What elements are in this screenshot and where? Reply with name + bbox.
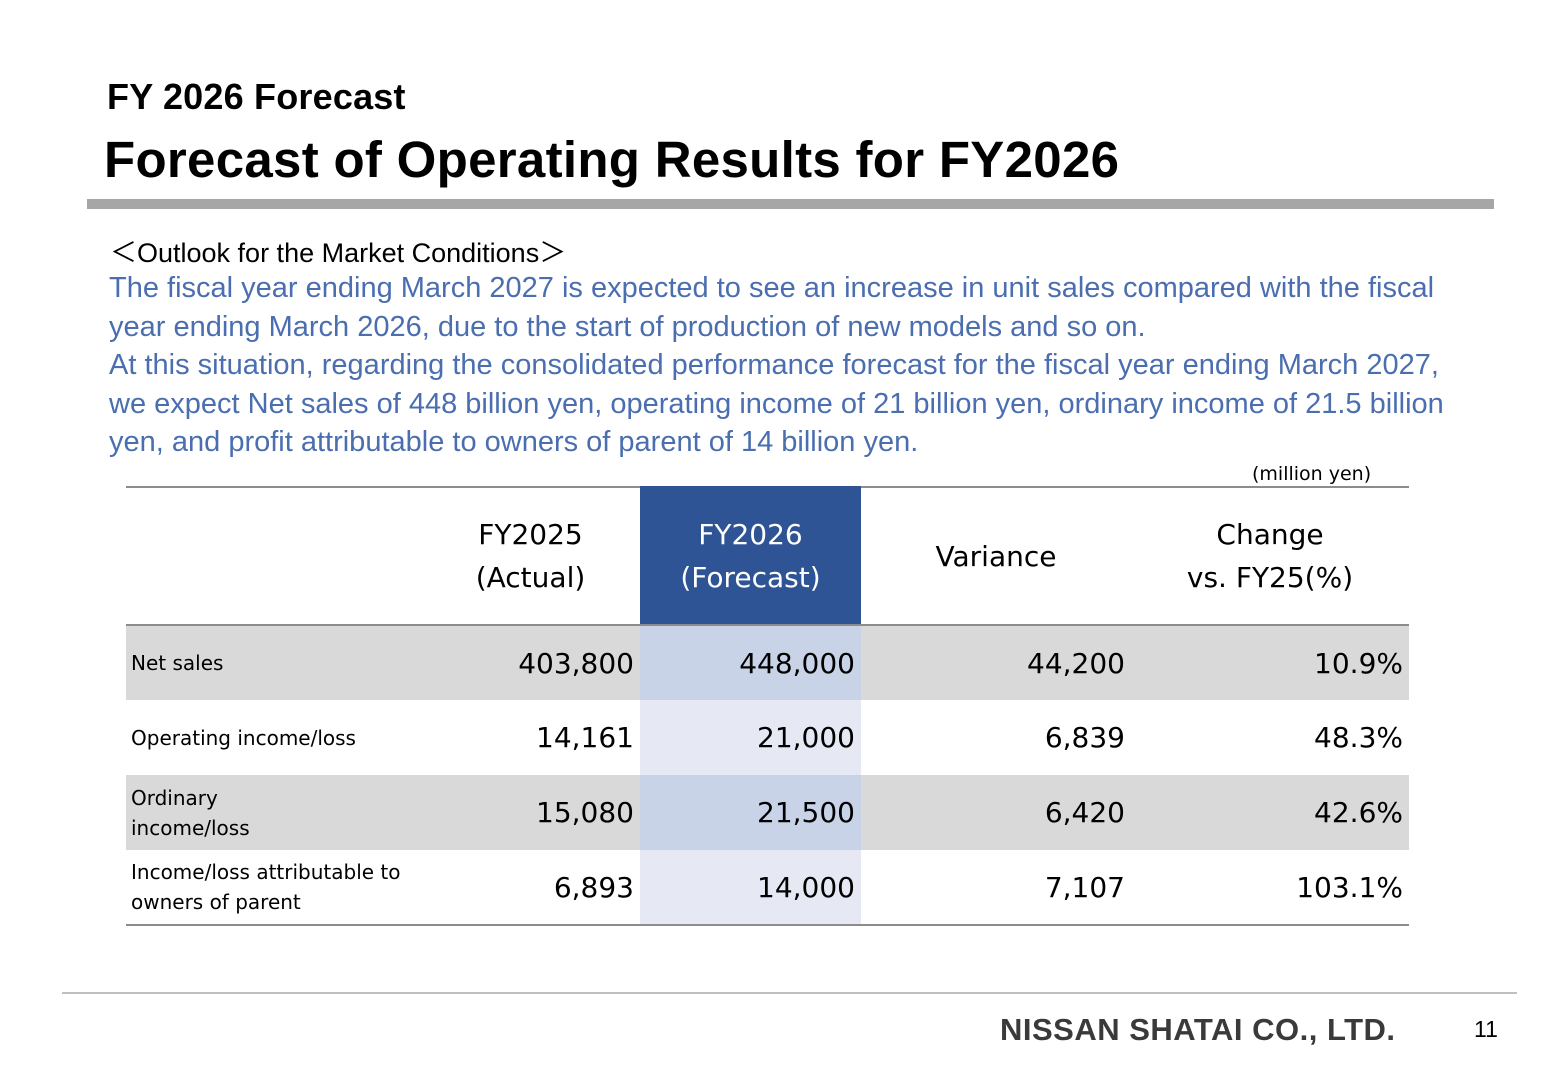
outlook-paragraph-1: The fiscal year ending March 2027 is exp… (109, 272, 1435, 343)
table-row: Operating income/loss 14,161 21,000 6,83… (126, 700, 1409, 775)
cell-change: 42.6% (1131, 775, 1409, 850)
cell-fy2026: 21,000 (640, 700, 861, 775)
cell-fy2026: 21,500 (640, 775, 861, 850)
header-variance: Variance (861, 486, 1131, 626)
cell-variance: 6,839 (1044, 721, 1125, 754)
results-table: FY2025 (Actual) FY2026 (Forecast) Varian… (126, 486, 1409, 926)
outlook-paragraph-2: At this situation, regarding the consoli… (109, 349, 1444, 458)
cell-fy2025: 6,893 (421, 850, 640, 926)
cell-change: 48.3% (1314, 721, 1403, 754)
header-change-line2: vs. FY25(%) (1186, 561, 1354, 594)
header-variance-line1: Variance (935, 539, 1057, 573)
header-fy2026-line2: (Forecast) (680, 561, 821, 594)
cell-variance: 6,420 (861, 775, 1131, 850)
cell-variance: 44,200 (861, 625, 1131, 700)
title-divider (87, 199, 1494, 209)
header-fy2026-line1: FY2026 (698, 518, 803, 551)
header-fy2025-line1: FY2025 (478, 518, 583, 551)
page-number: 11 (1474, 1016, 1498, 1042)
cell-variance: 7,107 (861, 850, 1131, 926)
company-logo: NISSAN SHATAI CO., LTD. (1000, 1012, 1396, 1047)
cell-fy2025: 403,800 (421, 625, 640, 700)
cell-fy2026: 14,000 (640, 850, 861, 926)
cell-change: 10.9% (1131, 625, 1409, 700)
header-fy2026: FY2026 (Forecast) (640, 486, 861, 626)
results-table-container: FY2025 (Actual) FY2026 (Forecast) Varian… (126, 486, 1409, 926)
row-label: Ordinary income/loss (126, 775, 421, 850)
row-label: Operating income/loss (131, 725, 356, 750)
cell-change: 103.1% (1131, 850, 1409, 926)
unit-note: (million yen) (1252, 463, 1372, 485)
outlook-text: The fiscal year ending March 2027 is exp… (109, 269, 1469, 462)
cell-fy2025: 15,080 (421, 775, 640, 850)
cell-fy2026: 448,000 (640, 625, 861, 700)
header-blank (126, 486, 421, 626)
cell-fy2025: 14,161 (536, 721, 634, 754)
header-change: Change vs. FY25(%) (1131, 486, 1409, 626)
header-fy2025: FY2025 (Actual) (421, 486, 640, 626)
table-row: Income/loss attributable to owners of pa… (126, 850, 1409, 926)
header-change-line1: Change (1216, 518, 1324, 551)
row-label: Income/loss attributable to owners of pa… (126, 850, 421, 926)
outlook-heading: ＜Outlook for the Market Conditions＞ (110, 238, 567, 268)
table-header-row: FY2025 (Actual) FY2026 (Forecast) Varian… (126, 486, 1409, 626)
header-fy2025-line2: (Actual) (475, 561, 586, 594)
footer-divider (62, 992, 1517, 994)
table-row: Ordinary income/loss 15,080 21,500 6,420… (126, 775, 1409, 850)
table-row: Net sales 403,800 448,000 44,200 10.9% (126, 625, 1409, 700)
slide-subtitle: FY 2026 Forecast (107, 76, 406, 117)
row-label: Net sales (126, 625, 421, 700)
slide-title: Forecast of Operating Results for FY2026 (104, 131, 1120, 188)
